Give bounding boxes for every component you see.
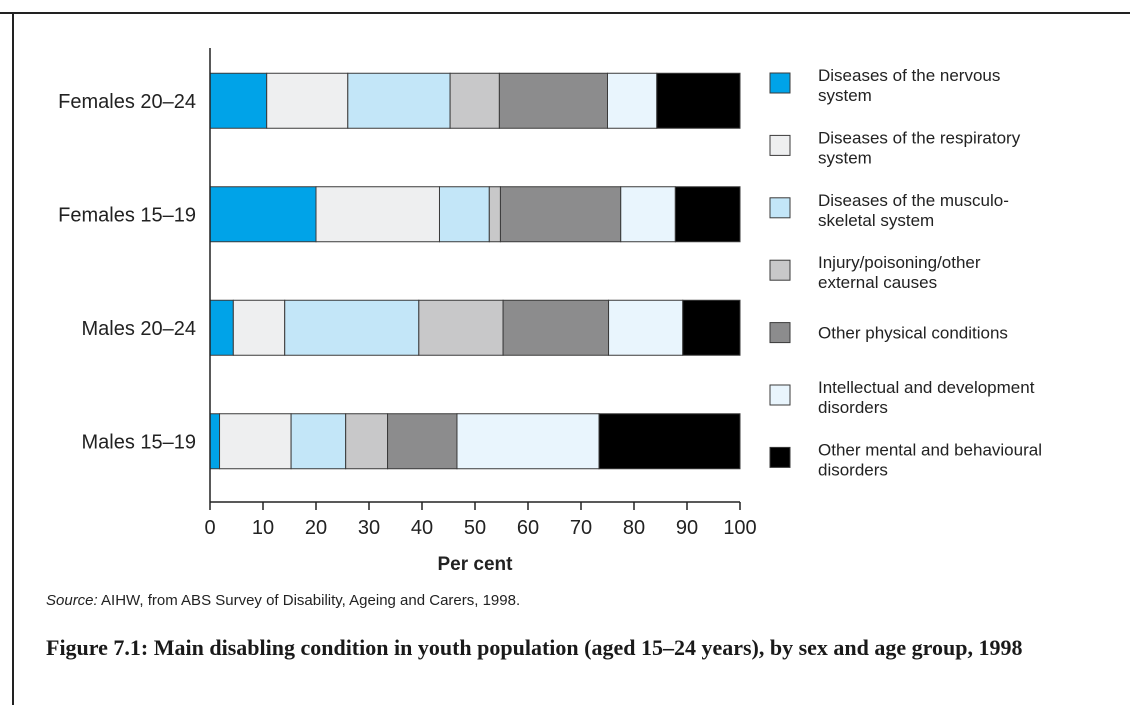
bar-females-15-19-diseases-of-the-nervous-system: [209, 186, 317, 243]
bar-females-15-19-intellectual-and-development-disorders: [620, 186, 676, 243]
legend-label-line: disorders: [818, 460, 888, 479]
legend-label-line: Other physical conditions: [818, 324, 1008, 343]
legend-label-line: Diseases of the nervous: [818, 66, 1000, 85]
legend-label-line: Injury/poisoning/other: [818, 253, 981, 272]
legend-label-diseases-of-the-musculo-skeletal-system: Diseases of the musculo-skeletal system: [818, 191, 1009, 230]
figure-caption: Figure 7.1: Main disabling condition in …: [46, 635, 1023, 660]
bar-males-15-19-diseases-of-the-musculo-skeletal-system: [290, 413, 347, 470]
legend-swatch-diseases-of-the-respiratory-system: [769, 134, 791, 156]
bar-males-15-19-injury-poisoning-other-external-causes: [345, 413, 389, 470]
x-tick-label-100: 100: [723, 517, 756, 539]
legend-label-line: system: [818, 148, 872, 167]
bar-males-20-24-other-physical-conditions: [502, 299, 610, 356]
bar-males-20-24-diseases-of-the-respiratory-system: [232, 299, 286, 356]
stacked-bar-chart: Females 20–24 Females 15–19 Males 20–24 Mal…: [58, 48, 1042, 575]
source-note: Source: AIHW, from ABS Survey of Disabil…: [46, 592, 520, 609]
bar-females-20-24-other-mental-and-behavioural-disorders: [656, 72, 741, 129]
bar-females-15-19-diseases-of-the-respiratory-system: [315, 186, 440, 243]
x-tick-label-60: 60: [517, 517, 539, 539]
legend-swatch-other-mental-and-behavioural-disorders: [769, 446, 791, 468]
bar-males-20-24-diseases-of-the-musculo-skeletal-system: [284, 299, 420, 356]
x-tick-label-10: 10: [252, 517, 274, 539]
legend-label-intellectual-and-development-disorders: Intellectual and development disorders: [818, 378, 1035, 417]
legend-label-line: Intellectual and development: [818, 378, 1035, 397]
legend-label-other-mental-and-behavioural-disorders: Other mental and behavioural disorders: [818, 440, 1042, 479]
bar-females-15-19-injury-poisoning-other-external-causes: [488, 186, 501, 243]
legend-label-line: external causes: [818, 273, 937, 292]
bar-females-15-19-other-physical-conditions: [499, 186, 622, 243]
x-tick-label-0: 0: [204, 517, 215, 539]
source-prefix: Source:: [46, 592, 98, 609]
bar-males-15-19-diseases-of-the-respiratory-system: [219, 413, 292, 470]
category-label-females-20-24: Females 20–24: [58, 91, 196, 113]
x-tick-label-50: 50: [464, 517, 486, 539]
source-text: AIHW, from ABS Survey of Disability, Age…: [97, 592, 521, 609]
legend-label-line: skeletal system: [818, 211, 934, 230]
legend-swatch-diseases-of-the-musculo-skeletal-system: [769, 197, 791, 219]
x-tick-label-90: 90: [676, 517, 698, 539]
frame-top-rule: [0, 12, 1130, 14]
legend-label-line: Diseases of the musculo-: [818, 191, 1009, 210]
legend-label-injury-poisoning-other-external-causes: Injury/poisoning/other external causes: [818, 253, 981, 292]
legend-swatch-intellectual-and-development-disorders: [769, 384, 791, 406]
legend-swatch-injury-poisoning-other-external-causes: [769, 259, 791, 281]
legend-label-line: Diseases of the respiratory: [818, 128, 1021, 147]
bar-males-15-19-intellectual-and-development-disorders: [456, 413, 600, 470]
category-label-males-20-24: Males 20–24: [81, 318, 196, 340]
bar-males-20-24-intellectual-and-development-disorders: [608, 299, 684, 356]
bar-females-20-24-injury-poisoning-other-external-causes: [449, 72, 500, 129]
x-tick-label-80: 80: [623, 517, 645, 539]
bar-males-20-24-other-mental-and-behavioural-disorders: [682, 299, 741, 356]
bar-females-15-19-diseases-of-the-musculo-skeletal-system: [438, 186, 490, 243]
bar-females-20-24-diseases-of-the-nervous-system: [209, 72, 268, 129]
bar-males-20-24-diseases-of-the-nervous-system: [209, 299, 234, 356]
x-axis-title: Per cent: [438, 554, 514, 575]
legend-label-line: disorders: [818, 398, 888, 417]
bar-females-20-24-diseases-of-the-musculo-skeletal-system: [347, 72, 451, 129]
bar-males-15-19-other-physical-conditions: [387, 413, 458, 470]
x-tick-label-30: 30: [358, 517, 380, 539]
legend-swatch-diseases-of-the-nervous-system: [769, 72, 791, 94]
bar-females-20-24-diseases-of-the-respiratory-system: [266, 72, 349, 129]
bar-females-20-24-intellectual-and-development-disorders: [607, 72, 658, 129]
legend-label-line: Other mental and behavioural: [818, 440, 1042, 459]
x-tick-label-70: 70: [570, 517, 592, 539]
category-label-females-15-19: Females 15–19: [58, 204, 196, 226]
frame-left-rule: [12, 12, 14, 705]
category-label-males-15-19: Males 15–19: [81, 431, 196, 453]
x-tick-label-40: 40: [411, 517, 433, 539]
bar-males-15-19-other-mental-and-behavioural-disorders: [598, 413, 741, 470]
bar-females-20-24-other-physical-conditions: [498, 72, 609, 129]
legend-label-diseases-of-the-nervous-system: Diseases of the nervous system: [818, 66, 1000, 105]
x-tick-label-20: 20: [305, 517, 327, 539]
bar-males-20-24-injury-poisoning-other-external-causes: [418, 299, 504, 356]
legend-swatch-other-physical-conditions: [769, 322, 791, 344]
legend-label-line: system: [818, 86, 872, 105]
bar-males-15-19-diseases-of-the-nervous-system: [209, 413, 221, 470]
legend-label-other-physical-conditions: Other physical conditions: [818, 324, 1008, 343]
legend-label-diseases-of-the-respiratory-system: Diseases of the respiratory system: [818, 128, 1021, 167]
bar-females-15-19-other-mental-and-behavioural-disorders: [674, 186, 741, 243]
